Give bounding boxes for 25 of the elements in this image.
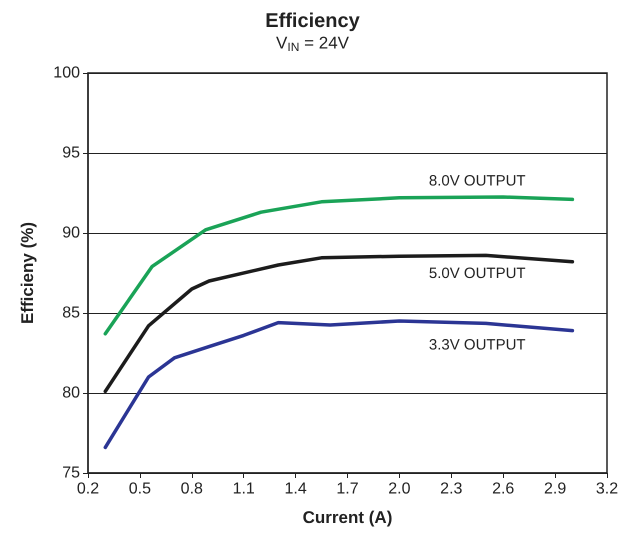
y-tick-label: 90 [62, 224, 80, 242]
chart-title: Efficiency [265, 10, 361, 32]
x-tick-label: 2.9 [544, 480, 566, 498]
x-tick-label: 1.1 [232, 480, 255, 498]
series-label: 5.0V OUTPUT [428, 264, 526, 282]
y-tick-label: 85 [62, 304, 80, 322]
x-tick-label: 0.2 [76, 480, 100, 498]
line-series [104, 319, 574, 450]
y-tick-label: 100 [53, 64, 80, 82]
x-axis-title: Current (A) [302, 508, 392, 527]
x-tick-label: 3.2 [596, 480, 618, 498]
series-label: 8.0V OUTPUT [428, 172, 526, 190]
y-tick-label: 95 [62, 144, 80, 162]
x-tick-label: 1.4 [284, 480, 307, 498]
series-label: 3.3V OUTPUT [428, 336, 526, 354]
x-tick-label: 2.6 [492, 480, 514, 498]
x-tick-label: 0.8 [180, 480, 204, 498]
y-axis-title: Efficieny (%) [18, 222, 37, 324]
x-tick-label: 2.0 [388, 480, 411, 498]
x-tick-label: 1.7 [336, 480, 359, 498]
y-tick-label: 75 [62, 464, 80, 482]
line-series [104, 195, 574, 336]
x-tick-label: 2.3 [440, 480, 463, 498]
y-tick-label: 80 [62, 384, 80, 402]
x-tick-label: 0.5 [128, 480, 152, 498]
